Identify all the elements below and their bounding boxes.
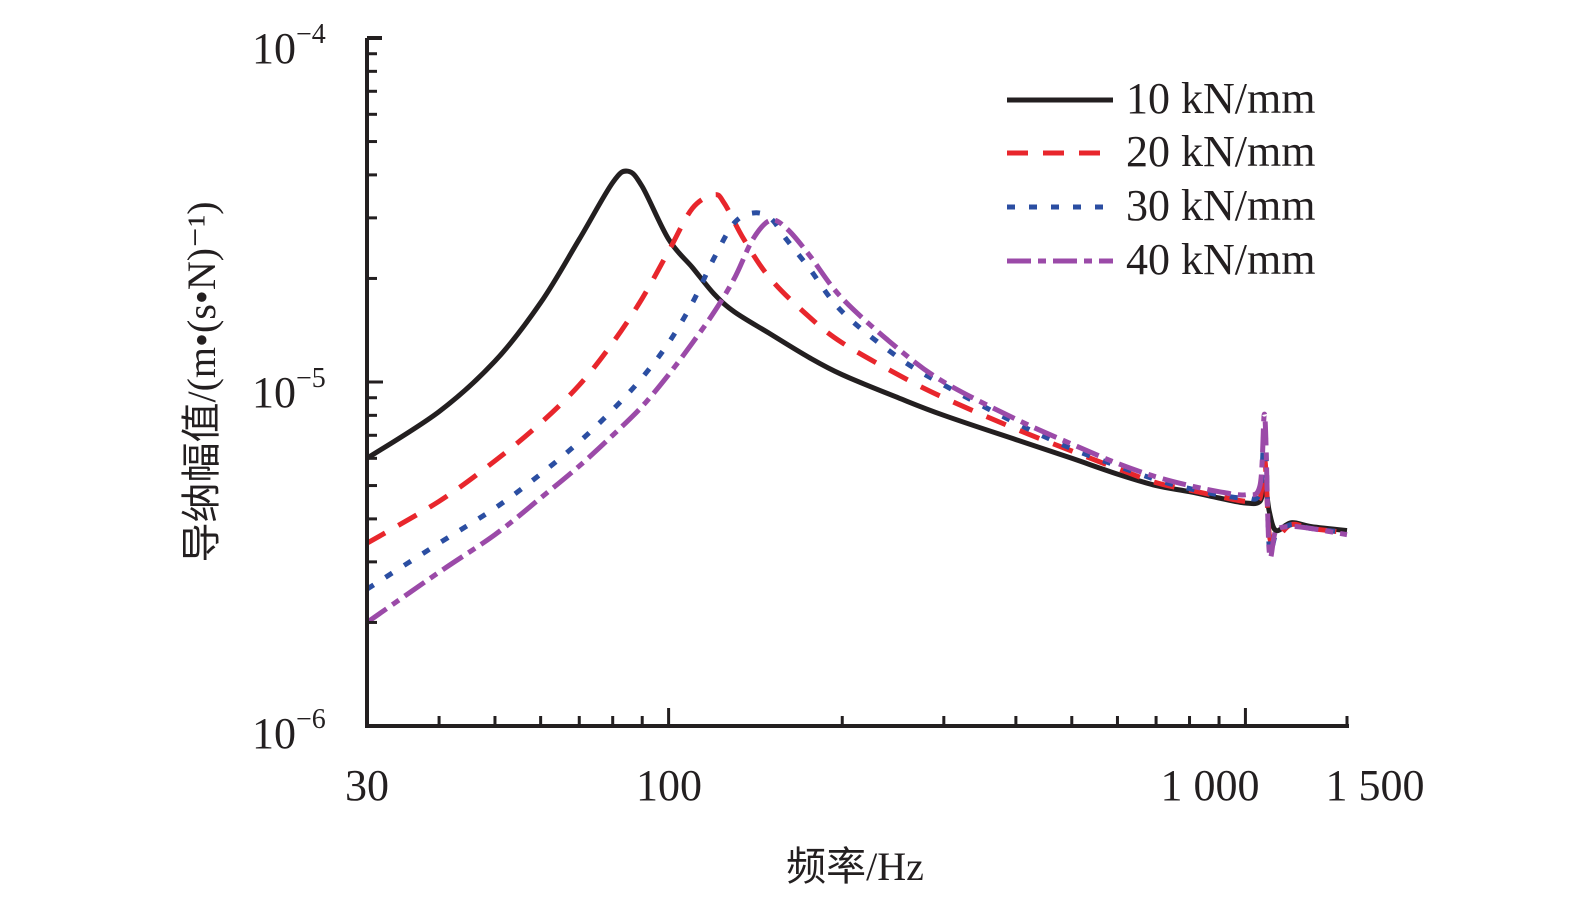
x-ticks [437,708,1349,726]
legend-label-10: 10 kN/mm [1126,74,1315,123]
x-tick-label-30: 30 [345,761,389,810]
y-tick-label-1e-4: 10−4 [252,19,326,73]
y-tick-label-1e-6: 10−6 [252,704,326,758]
y-ticks [367,52,383,728]
legend: 10 kN/mm 20 kN/mm 30 kN/mm 40 kN/mm [1007,74,1315,284]
series-line-40-kN-mm [365,217,1348,625]
x-tick-label-1000: 1 000 [1161,761,1260,810]
y-tick-label-1e-5: 10−5 [252,363,326,417]
y-axis-title: 导纳幅值/(m•(s•N)⁻¹) [179,201,224,562]
legend-label-20: 20 kN/mm [1126,127,1315,176]
legend-label-40: 40 kN/mm [1126,235,1315,284]
plot-lines [365,168,1348,625]
x-tick-label-100: 100 [636,761,702,810]
legend-label-30: 30 kN/mm [1126,181,1315,230]
x-tick-label-1500: 1 500 [1326,761,1425,810]
axes [365,36,1349,728]
x-axis-title: 频率/Hz [786,844,924,889]
